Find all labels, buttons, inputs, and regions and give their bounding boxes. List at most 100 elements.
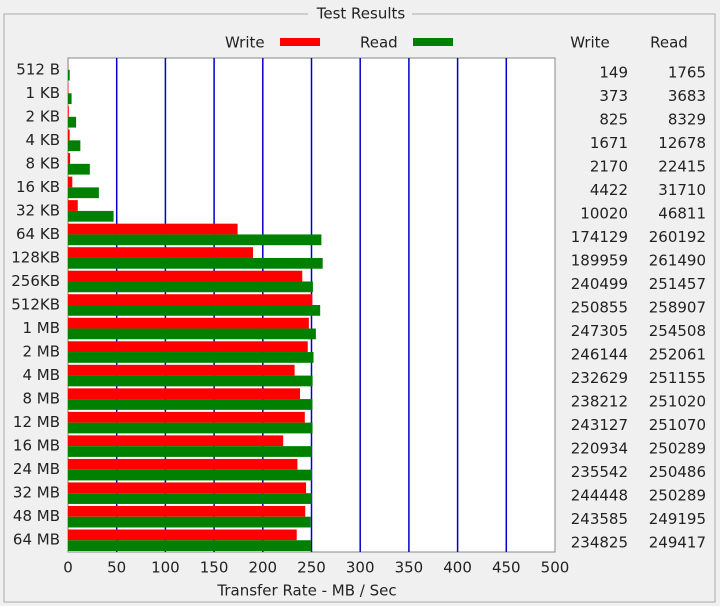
value-label: 246144 — [571, 346, 628, 364]
value-label: 260192 — [649, 228, 706, 246]
y-tick-label: 8 MB — [22, 390, 60, 408]
value-label: 232629 — [571, 369, 628, 387]
bar — [68, 317, 309, 329]
bar — [68, 106, 69, 117]
value-label: 251020 — [649, 393, 706, 411]
value-label: 149 — [599, 63, 628, 81]
value-label: 3683 — [668, 87, 706, 105]
bar — [68, 69, 70, 81]
y-tick-label: 256KB — [11, 272, 60, 290]
value-label: 46811 — [658, 204, 706, 222]
value-label: 12678 — [658, 134, 706, 152]
value-label: 250486 — [649, 463, 706, 481]
bar — [68, 446, 312, 457]
bar — [68, 493, 312, 504]
value-label: 1765 — [668, 63, 706, 81]
bar — [68, 469, 312, 481]
y-tick-label: 32 MB — [13, 484, 60, 502]
bar — [68, 93, 72, 105]
bar — [68, 341, 308, 353]
bar — [68, 187, 99, 199]
bar — [68, 163, 90, 175]
value-label: 240499 — [571, 275, 628, 293]
y-tick-label: 32 KB — [16, 201, 60, 219]
x-tick-label: 500 — [541, 559, 570, 577]
bar — [68, 281, 313, 293]
bar — [68, 200, 78, 211]
value-label: 243585 — [571, 510, 628, 528]
legend-label: Read — [360, 34, 398, 52]
value-label: 243127 — [571, 416, 628, 434]
value-label: 235542 — [571, 463, 628, 481]
bar — [68, 153, 71, 164]
x-tick-label: 400 — [443, 559, 472, 577]
bar — [68, 247, 254, 258]
bar — [68, 375, 313, 387]
value-label: 250855 — [571, 299, 628, 317]
y-tick-label: 24 MB — [13, 460, 60, 478]
value-label: 220934 — [571, 440, 628, 458]
value-label: 258907 — [649, 299, 706, 317]
value-label: 373 — [599, 87, 628, 105]
value-label: 10020 — [580, 204, 628, 222]
bar — [68, 529, 297, 541]
value-label: 250289 — [649, 440, 706, 458]
y-tick-label: 4 MB — [22, 366, 60, 384]
x-tick-label: 50 — [107, 559, 126, 577]
value-label: 251457 — [649, 275, 706, 293]
y-tick-label: 512KB — [11, 296, 60, 314]
y-tick-label: 48 MB — [13, 507, 60, 525]
bar — [68, 505, 306, 517]
bar — [68, 364, 295, 376]
value-label: 31710 — [658, 181, 706, 199]
value-label: 825 — [599, 110, 628, 128]
value-label: 1671 — [590, 134, 628, 152]
value-label: 261490 — [649, 251, 706, 269]
bar — [68, 328, 316, 340]
value-label: 4422 — [590, 181, 628, 199]
y-tick-label: 4 KB — [26, 131, 60, 149]
x-tick-label: 100 — [151, 559, 180, 577]
bar — [68, 234, 322, 246]
bar — [68, 516, 311, 528]
value-label: 244448 — [571, 487, 628, 505]
bar — [68, 270, 303, 282]
x-tick-label: 250 — [297, 559, 326, 577]
y-tick-label: 2 MB — [22, 343, 60, 361]
bar — [68, 399, 313, 410]
bar — [68, 116, 77, 128]
bar — [68, 129, 70, 141]
title-bg — [308, 4, 412, 24]
value-label: 249417 — [649, 534, 706, 552]
value-label: 8329 — [668, 110, 706, 128]
value-label: 252061 — [649, 346, 706, 364]
bar — [68, 294, 313, 305]
legend-swatch — [413, 38, 453, 46]
column-header: Write — [570, 34, 610, 52]
x-tick-label: 450 — [492, 559, 521, 577]
x-tick-label: 300 — [346, 559, 375, 577]
y-tick-label: 2 KB — [26, 107, 60, 125]
x-tick-label: 200 — [248, 559, 277, 577]
value-label: 2170 — [590, 157, 628, 175]
bar — [68, 540, 311, 551]
x-tick-label: 0 — [63, 559, 73, 577]
x-tick-label: 150 — [200, 559, 229, 577]
bar — [68, 435, 284, 447]
y-tick-label: 1 KB — [26, 84, 60, 102]
value-label: 238212 — [571, 393, 628, 411]
chart-title: Test Results — [316, 5, 406, 23]
x-tick-label: 350 — [395, 559, 424, 577]
y-tick-label: 16 KB — [16, 178, 60, 196]
y-tick-label: 12 MB — [13, 413, 60, 431]
y-tick-label: 64 MB — [13, 531, 60, 549]
bar — [68, 305, 321, 316]
bar — [68, 210, 114, 222]
bar — [68, 422, 313, 434]
bar — [68, 458, 298, 470]
legend-label: Write — [225, 34, 265, 52]
bar — [68, 176, 73, 188]
y-tick-label: 8 KB — [26, 154, 60, 172]
